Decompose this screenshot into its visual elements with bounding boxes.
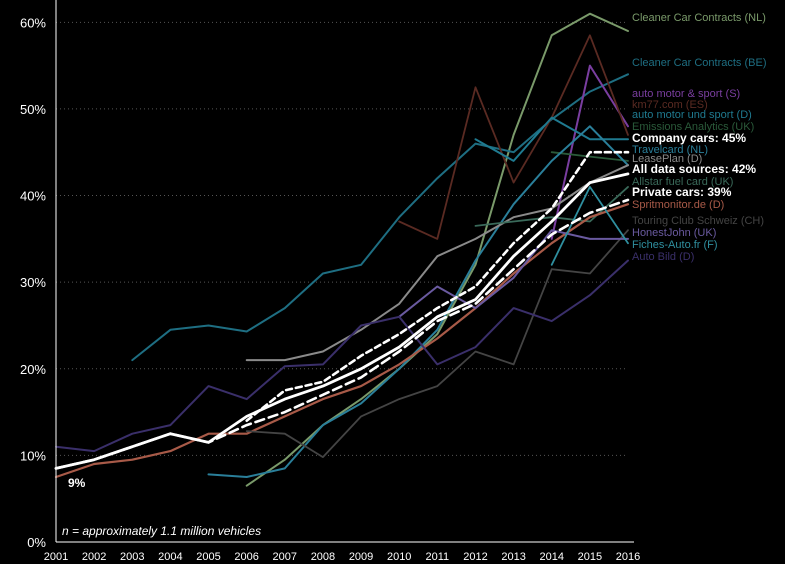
series-label-1: Cleaner Car Contracts (BE) bbox=[632, 57, 767, 69]
x-tick-label: 2008 bbox=[311, 551, 335, 563]
x-tick-label: 2010 bbox=[387, 551, 411, 563]
series-line-8 bbox=[245, 164, 629, 362]
y-axis-ticks: 0% 10% 20% 30% 40% 50% 60% bbox=[20, 15, 46, 550]
y-tick-label: 20% bbox=[20, 362, 46, 377]
x-tick-label: 2001 bbox=[44, 551, 68, 563]
x-tick-label: 2014 bbox=[539, 551, 563, 563]
series-label-12: Spritmonitor.de (D) bbox=[632, 199, 724, 211]
series-label-9: All data sources: 42% bbox=[632, 162, 756, 176]
series-line-5 bbox=[550, 151, 629, 162]
series-line-15 bbox=[550, 186, 629, 266]
x-tick-label: 2003 bbox=[120, 551, 144, 563]
x-tick-label: 2005 bbox=[196, 551, 220, 563]
x-tick-label: 2004 bbox=[158, 551, 182, 563]
series-label-5: Emissions Analytics (UK) bbox=[632, 121, 754, 133]
series-label-3: km77.com (ES) bbox=[632, 99, 708, 111]
x-tick-label: 2007 bbox=[273, 551, 297, 563]
x-axis-ticks: 2001 2002 2003 2004 2005 2006 2007 2008 2009 2010… bbox=[44, 551, 640, 563]
y-tick-label: 50% bbox=[20, 102, 46, 117]
y-tick-label: 30% bbox=[20, 275, 46, 290]
series-label-11: Private cars: 39% bbox=[632, 185, 732, 199]
x-tick-label: 2013 bbox=[501, 551, 525, 563]
series-line-3 bbox=[398, 34, 629, 240]
series-label-15: Fiches-Auto.fr (F) bbox=[632, 239, 718, 251]
series-line-0 bbox=[245, 12, 629, 487]
series-line-12 bbox=[54, 203, 630, 479]
series-line-7 bbox=[207, 125, 629, 478]
x-tick-label: 2012 bbox=[463, 551, 487, 563]
series-label-0: Cleaner Car Contracts (NL) bbox=[632, 12, 766, 24]
series-line-13 bbox=[245, 229, 629, 458]
annotation-start-value: 9% bbox=[68, 476, 86, 490]
series-line-6 bbox=[245, 150, 630, 422]
annotation-sample-size: n = approximately 1.1 million vehicles bbox=[62, 524, 261, 538]
series-label-10: Allstar fuel card (UK) bbox=[632, 176, 733, 188]
series-line-10 bbox=[474, 186, 629, 227]
series-label-4: auto motor und sport (D) bbox=[632, 109, 752, 121]
series-line-16 bbox=[55, 259, 629, 453]
series-label-14: HonestJohn (UK) bbox=[632, 227, 716, 239]
series-line-2 bbox=[550, 64, 629, 240]
series-line-11 bbox=[54, 198, 630, 470]
series-label-6: Company cars: 45% bbox=[632, 131, 746, 145]
y-tick-label: 10% bbox=[20, 448, 46, 463]
series-label-7: Travelcard (NL) bbox=[632, 144, 708, 156]
series-line-14 bbox=[398, 229, 629, 318]
legend-labels: Cleaner Car Contracts (NL) Cleaner Car Co… bbox=[632, 12, 767, 263]
series-label-16: Auto Bild (D) bbox=[632, 251, 694, 263]
x-tick-label: 2009 bbox=[349, 551, 373, 563]
series-label-2: auto motor & sport (S) bbox=[632, 88, 740, 100]
series-label-13: Touring Club Schweiz (CH) bbox=[632, 215, 764, 227]
x-tick-label: 2002 bbox=[82, 551, 106, 563]
series-lines bbox=[54, 12, 630, 487]
x-tick-label: 2011 bbox=[426, 551, 450, 563]
x-tick-label: 2015 bbox=[578, 551, 602, 563]
y-tick-label: 60% bbox=[20, 15, 46, 30]
y-tick-label: 0% bbox=[27, 535, 46, 550]
grid-lines bbox=[56, 21, 628, 456]
y-tick-label: 40% bbox=[20, 189, 46, 204]
x-tick-label: 2016 bbox=[616, 551, 640, 563]
series-label-8: LeasePlan (D) bbox=[632, 153, 702, 165]
x-tick-label: 2006 bbox=[234, 551, 258, 563]
